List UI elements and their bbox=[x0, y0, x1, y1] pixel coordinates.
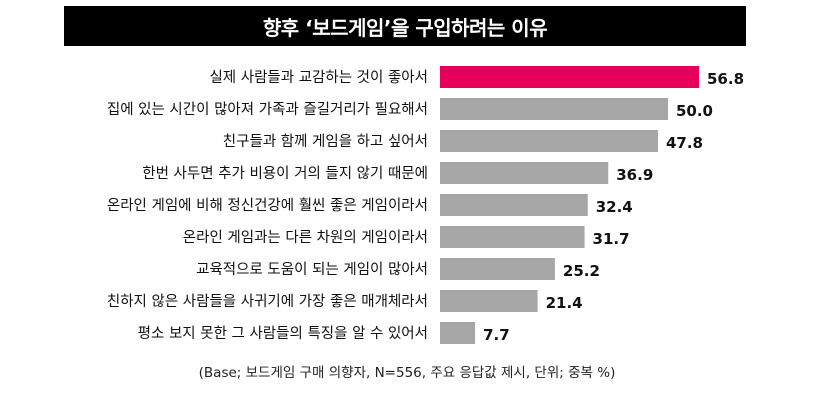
category-label-3: 친구들과 함께 게임을 하고 싶어서 bbox=[223, 133, 428, 150]
chart-title: 향후 ‘보드게임’을 구입하려는 이유 bbox=[262, 15, 548, 40]
bar-6 bbox=[440, 226, 585, 248]
value-label-4: 36.9 bbox=[616, 166, 653, 184]
category-label-7: 교육적으로 도움이 되는 게임이 많아서 bbox=[196, 261, 428, 278]
bar-2 bbox=[440, 98, 668, 120]
category-label-5: 온라인 게임에 비해 정신건강에 훨씬 좋은 게임이라서 bbox=[107, 197, 428, 214]
title-bar: 향후 ‘보드게임’을 구입하려는 이유 bbox=[64, 6, 746, 46]
category-label-9: 평소 보지 못한 그 사람들의 특징을 알 수 있어서 bbox=[138, 325, 428, 342]
value-label-1: 56.8 bbox=[707, 70, 744, 88]
bar-4 bbox=[440, 162, 609, 184]
value-label-5: 32.4 bbox=[596, 198, 633, 216]
value-label-3: 47.8 bbox=[666, 134, 703, 152]
value-label-2: 50.0 bbox=[676, 102, 713, 120]
value-label-6: 31.7 bbox=[593, 230, 630, 248]
chart-footnote: (Base; 보드게임 구매 의향자, N=556, 주요 응답값 제시, 단위… bbox=[198, 365, 616, 381]
bar-9 bbox=[440, 322, 476, 344]
value-label-7: 25.2 bbox=[563, 262, 600, 280]
category-label-6: 온라인 게임과는 다른 차원의 게임이라서 bbox=[183, 229, 428, 246]
bar-1 bbox=[440, 66, 699, 88]
value-label-8: 21.4 bbox=[546, 294, 583, 312]
category-label-4: 한번 사두면 추가 비용이 거의 들지 않기 때문에 bbox=[142, 165, 428, 182]
category-label-1: 실제 사람들과 교감하는 것이 좋아서 bbox=[209, 69, 428, 86]
value-label-9: 7.7 bbox=[483, 326, 510, 344]
bar-8 bbox=[440, 290, 538, 312]
bar-3 bbox=[440, 130, 658, 152]
category-label-8: 친하지 않은 사람들을 사귀기에 가장 좋은 매개체라서 bbox=[107, 293, 428, 310]
category-label-2: 집에 있는 시간이 많아져 가족과 즐길거리가 필요해서 bbox=[107, 101, 428, 118]
bar-7 bbox=[440, 258, 555, 280]
bar-5 bbox=[440, 194, 588, 216]
